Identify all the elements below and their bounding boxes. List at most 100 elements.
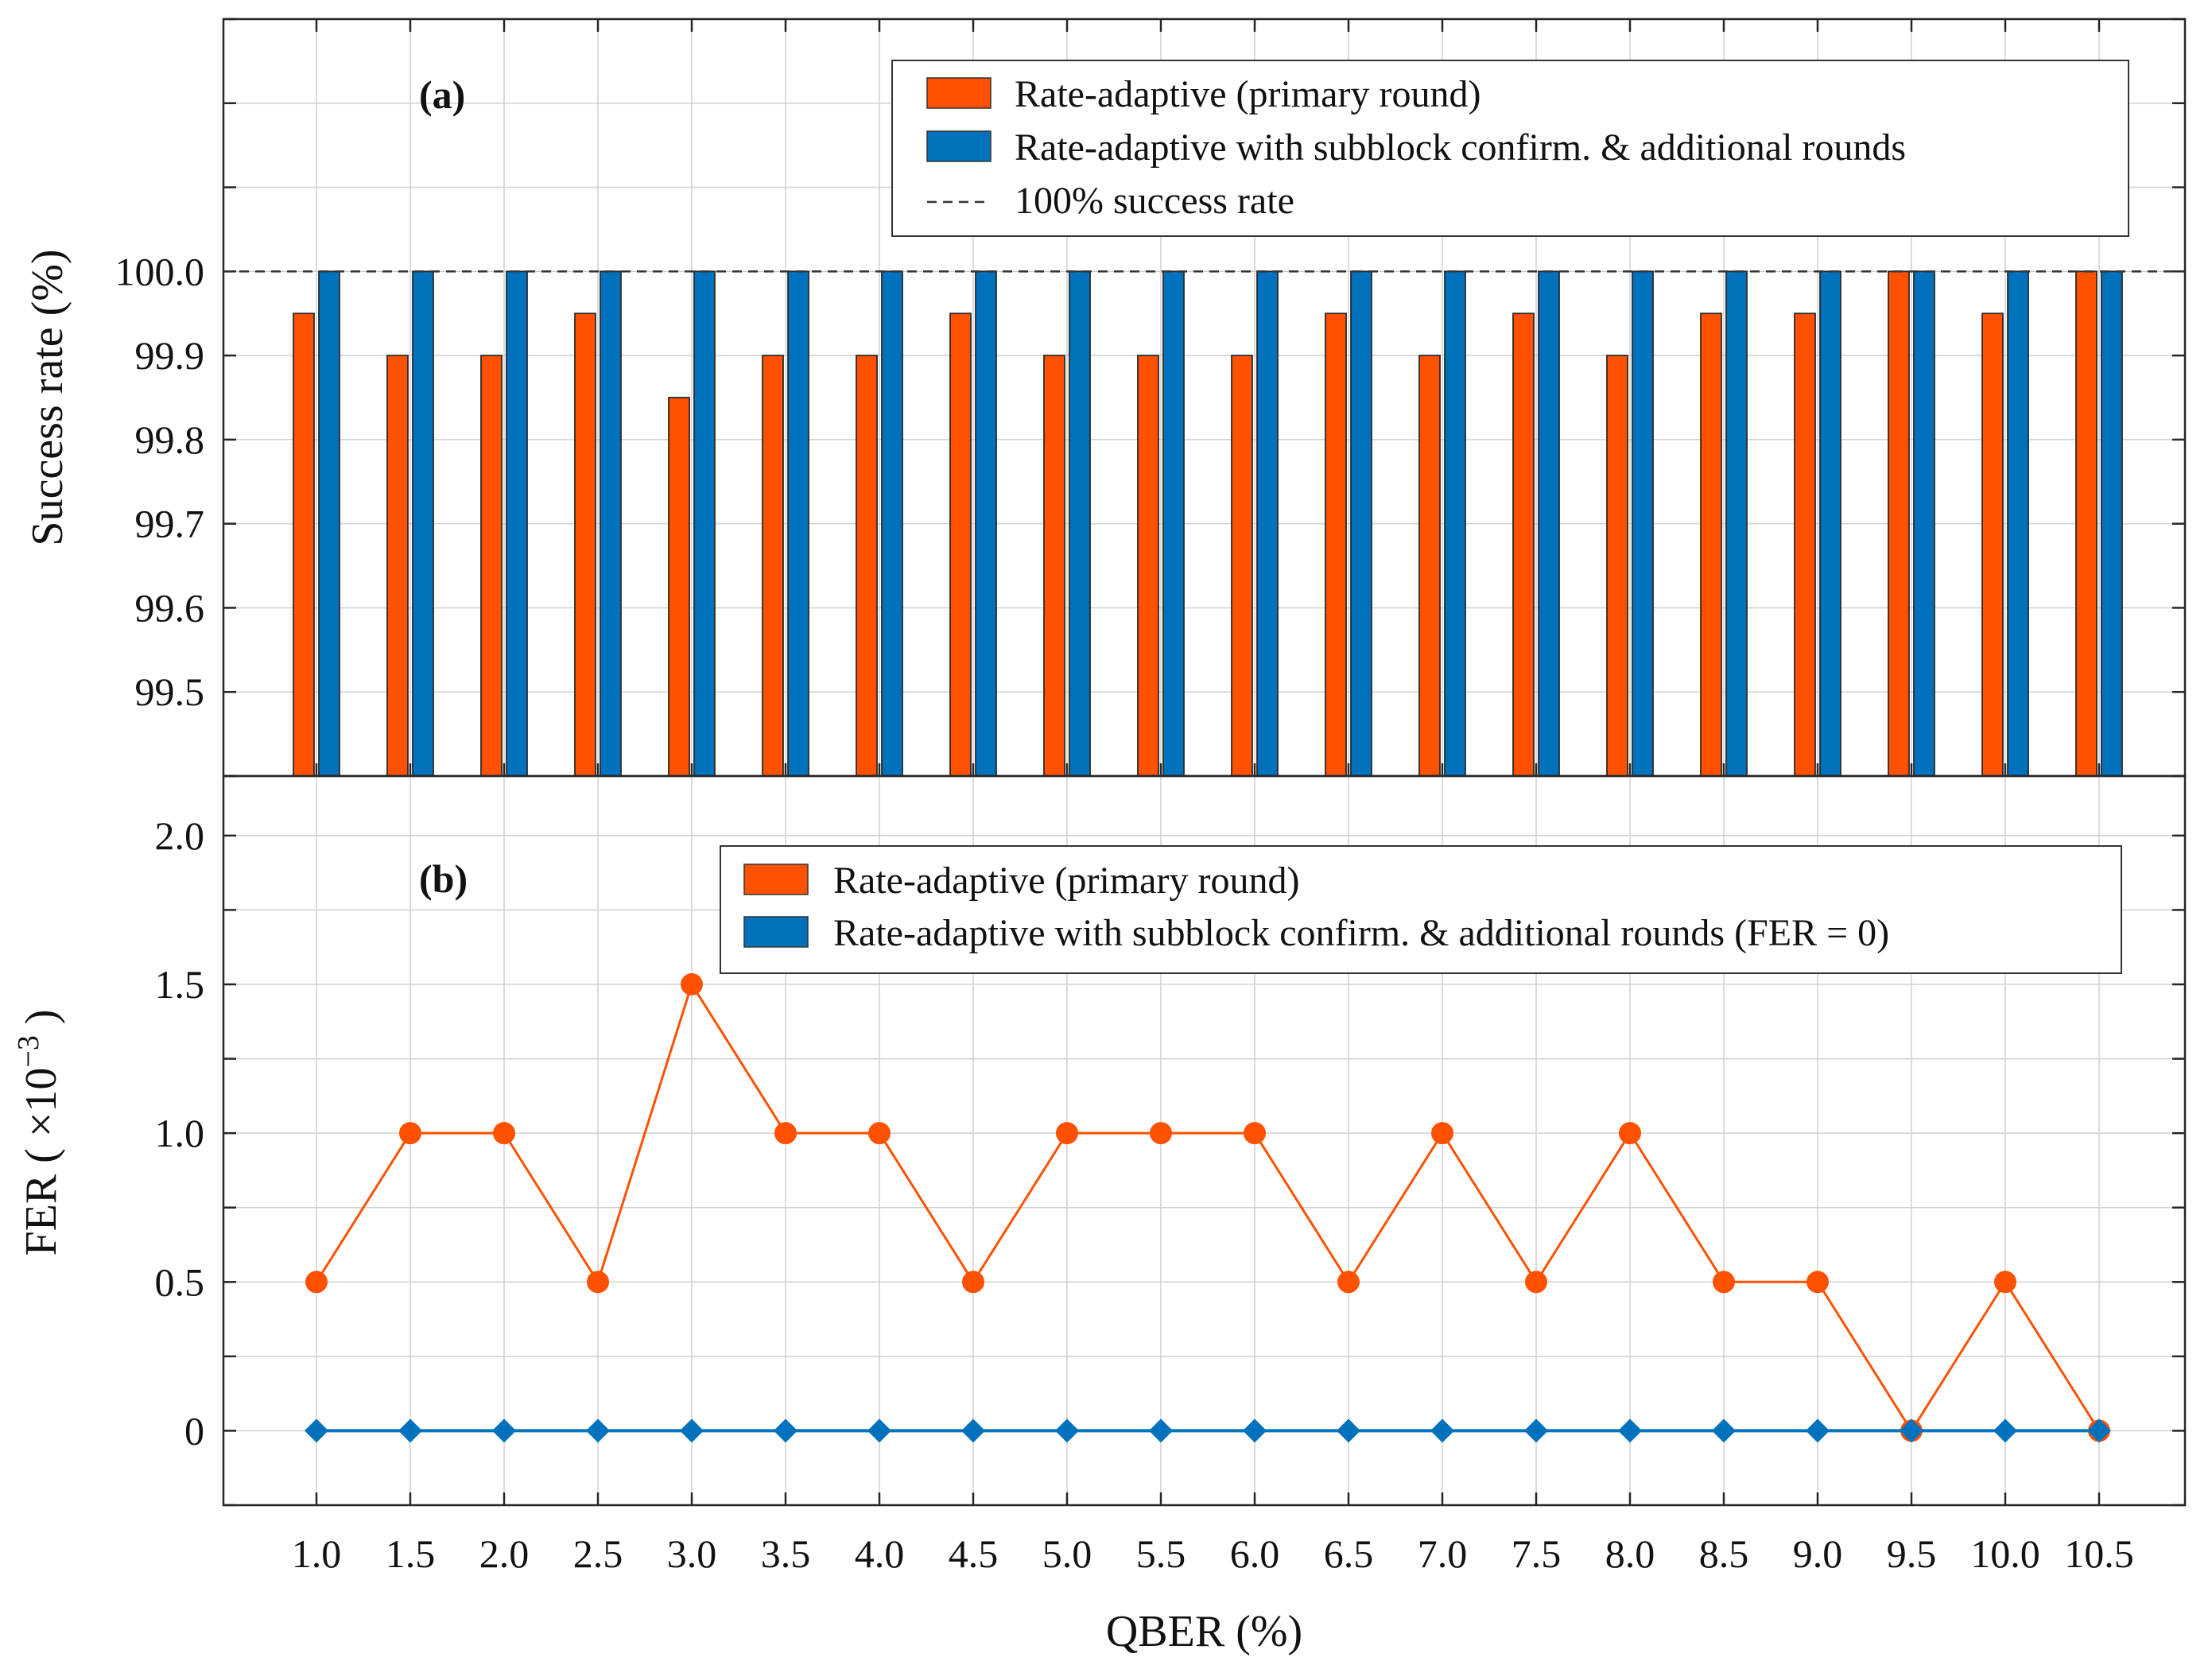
point-subblock xyxy=(1430,1418,1454,1443)
point-subblock xyxy=(586,1418,610,1443)
x-tick-label: 7.0 xyxy=(1418,1531,1468,1576)
y-tick-label-a: 100.0 xyxy=(115,249,205,293)
y-tick-label-b: 0.5 xyxy=(155,1259,205,1304)
x-tick-label: 7.5 xyxy=(1512,1531,1562,1576)
point-subblock xyxy=(774,1418,797,1443)
panel-label-a: (a) xyxy=(419,72,465,117)
point-primary xyxy=(305,1271,328,1294)
bar-primary-round xyxy=(574,312,596,777)
legend-label-subblock-b: Rate-adaptive with subblock confirm. & a… xyxy=(833,912,1889,954)
point-subblock xyxy=(1993,1418,2017,1443)
point-primary xyxy=(681,973,703,995)
bar-subblock-confirm xyxy=(412,270,434,777)
panel-a: 99.5 99.6 99.7 99.8 99.9 100.0 (a) Success rate… xyxy=(23,17,2187,778)
bar-subblock-confirm xyxy=(1444,270,1466,777)
bar-primary-round xyxy=(1981,312,2004,777)
x-tick-label: 10.0 xyxy=(1970,1531,2040,1576)
y-tick-label-b: 1.5 xyxy=(155,962,205,1007)
bar-subblock-confirm xyxy=(787,270,809,777)
x-tick-label: 5.5 xyxy=(1136,1531,1186,1576)
legend-a: Rate-adaptive (primary round) Rate-adapti… xyxy=(891,60,2129,237)
point-subblock xyxy=(492,1418,516,1443)
legend-swatch-subblock-b xyxy=(743,916,809,948)
x-tick-label: 2.5 xyxy=(573,1531,623,1576)
y-axis-label-b-main: FER ( ×10 xyxy=(17,1068,66,1256)
bar-subblock-confirm xyxy=(1069,270,1091,777)
x-tick-label: 3.0 xyxy=(667,1531,717,1576)
bar-subblock-confirm xyxy=(1162,270,1185,777)
legend-label-primary-b: Rate-adaptive (primary round) xyxy=(833,860,1299,902)
bar-subblock-confirm xyxy=(1350,270,1372,777)
point-primary xyxy=(493,1122,515,1145)
point-subblock xyxy=(1618,1418,1642,1443)
x-tick-label: 8.0 xyxy=(1605,1531,1655,1576)
x-tick-label: 10.5 xyxy=(2064,1531,2134,1576)
point-primary xyxy=(1806,1271,1829,1294)
point-primary xyxy=(1525,1271,1547,1294)
bar-primary-round xyxy=(1043,355,1065,777)
bar-primary-round xyxy=(1606,355,1628,777)
bar-subblock-confirm xyxy=(1913,270,1935,777)
bar-primary-round xyxy=(2075,270,2098,777)
bar-primary-round xyxy=(1700,312,1722,777)
bar-primary-round xyxy=(1512,312,1535,777)
y-tick-label-b: 2.0 xyxy=(155,813,205,858)
bar-subblock-confirm xyxy=(318,270,340,777)
point-primary xyxy=(1713,1271,1735,1294)
bar-subblock-confirm xyxy=(693,270,716,777)
x-tick-label: 2.0 xyxy=(479,1531,530,1576)
bar-primary-round xyxy=(293,312,315,777)
x-axis-label: QBER (%) xyxy=(1106,1607,1302,1656)
legend-swatch-primary-b xyxy=(743,863,809,895)
bar-primary-round xyxy=(1794,312,1816,777)
point-subblock xyxy=(961,1418,985,1443)
point-primary xyxy=(868,1122,891,1145)
bar-subblock-confirm xyxy=(2101,270,2123,777)
x-axis: 1.0 1.5 2.0 2.5 3.0 3.5 4.0 4.5 5.0 5.5 6.0 6.5 7.0 7… xyxy=(292,19,2134,1656)
point-subblock xyxy=(305,1418,328,1443)
bar-primary-round xyxy=(1231,355,1253,777)
point-subblock xyxy=(2087,1418,2111,1443)
x-tick-label: 8.5 xyxy=(1699,1531,1749,1576)
legend-label-reference: 100% success rate xyxy=(1015,180,1294,222)
x-tick-label: 9.5 xyxy=(1887,1531,1937,1576)
bar-primary-round xyxy=(1888,270,1910,777)
bar-primary-round xyxy=(386,355,409,777)
point-primary xyxy=(1056,1122,1078,1145)
legend-box-a xyxy=(891,60,2129,237)
point-subblock xyxy=(398,1418,422,1443)
legend-b: Rate-adaptive (primary round) Rate-adapti… xyxy=(720,845,2122,974)
point-primary xyxy=(1244,1122,1266,1145)
point-subblock xyxy=(867,1418,891,1443)
legend-label-subblock: Rate-adaptive with subblock confirm. & a… xyxy=(1015,126,1906,169)
x-tick-label: 1.0 xyxy=(292,1531,342,1576)
bar-primary-round xyxy=(1137,355,1159,777)
point-primary xyxy=(1994,1271,2016,1294)
point-subblock xyxy=(1524,1418,1548,1443)
plot-frame-b xyxy=(222,774,2187,1507)
bar-subblock-confirm xyxy=(1256,270,1279,777)
bar-subblock-confirm xyxy=(2007,270,2029,777)
x-tick-label: 6.0 xyxy=(1230,1531,1280,1576)
y-axis-label-a: Success rate (%) xyxy=(23,249,72,545)
bar-primary-round xyxy=(949,312,972,777)
bar-subblock-confirm xyxy=(506,270,528,777)
y-axis-label-b: FER ( ×10−3 ) xyxy=(12,1009,66,1255)
x-tick-label: 4.0 xyxy=(855,1531,905,1576)
bar-subblock-confirm xyxy=(1819,270,1841,777)
x-tick-label: 1.5 xyxy=(386,1531,436,1576)
point-primary xyxy=(587,1271,609,1294)
x-tick-label: 4.5 xyxy=(949,1531,999,1576)
bar-subblock-confirm xyxy=(1632,270,1654,777)
point-subblock xyxy=(1337,1418,1360,1443)
point-primary xyxy=(399,1122,421,1145)
point-subblock xyxy=(1243,1418,1267,1443)
bar-subblock-confirm xyxy=(881,270,903,777)
y-tick-label-a: 99.5 xyxy=(135,669,205,714)
series-line-primary xyxy=(315,981,2101,1434)
point-primary xyxy=(1150,1122,1172,1145)
y-tick-label-a: 99.6 xyxy=(135,585,205,630)
bar-primary-round xyxy=(1418,355,1441,777)
x-tick-label: 6.5 xyxy=(1324,1531,1374,1576)
